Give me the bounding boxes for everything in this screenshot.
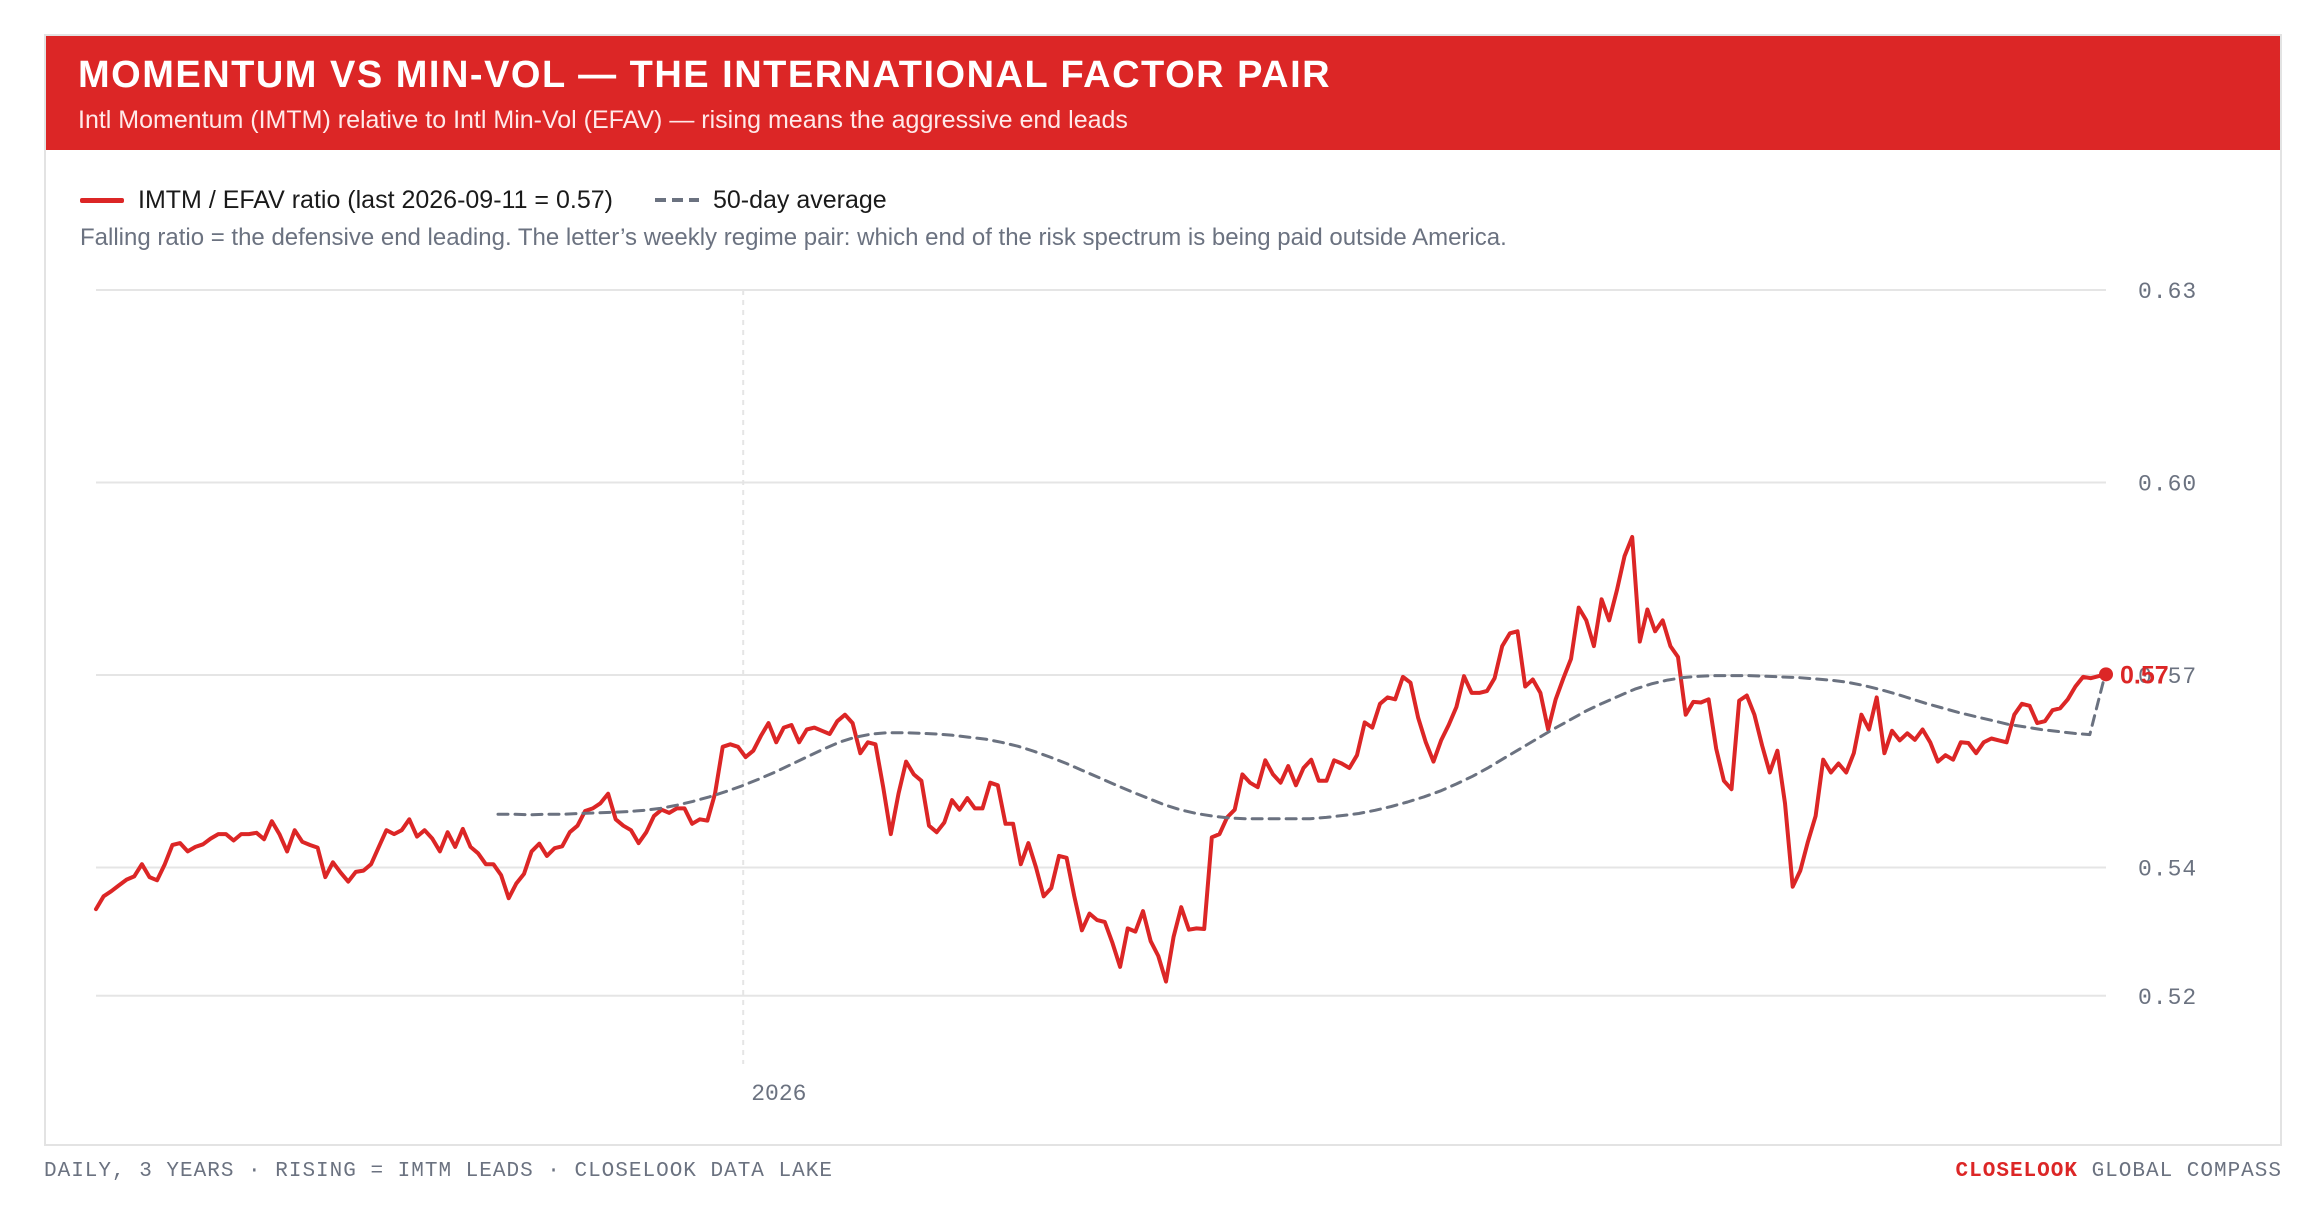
footer-brand-line: CLOSELOOK GLOBAL COMPASS	[1956, 1160, 2282, 1183]
y-tick-label: 0.52	[2138, 985, 2197, 1011]
last-value-label: 0.57	[2120, 661, 2169, 689]
legend-item-average: 50-day average	[654, 185, 887, 215]
average-swatch-icon	[654, 198, 699, 202]
footer-product: GLOBAL COMPASS	[2091, 1160, 2282, 1183]
y-tick-label: 0.54	[2138, 856, 2197, 882]
x-tick-label: 2026	[751, 1081, 806, 1107]
chart-title: MOMENTUM VS MIN-VOL — THE INTERNATIONAL …	[78, 54, 1332, 96]
ratio-series-line	[94, 535, 2108, 984]
chart-subtitle: Intl Momentum (IMTM) relative to Intl Mi…	[78, 106, 1128, 134]
legend: IMTM / EFAV ratio (last 2026-09-11 = 0.5…	[80, 182, 929, 218]
y-tick-label: 0.63	[2138, 279, 2197, 305]
footer-source: DAILY, 3 YEARS · RISING = IMTM LEADS · C…	[44, 1160, 833, 1183]
chart-note: Falling ratio = the defensive end leadin…	[80, 224, 1507, 251]
title-banner: MOMENTUM VS MIN-VOL — THE INTERNATIONAL …	[46, 36, 2280, 150]
footer-brand: CLOSELOOK	[1955, 1160, 2078, 1183]
chart-plot: 0.63 0.60 0.57 0.54 0.52 2026 0.57	[94, 279, 2197, 1107]
last-value-dot	[2099, 667, 2113, 682]
legend-average-label: 50-day average	[712, 185, 887, 214]
y-tick-label: 0.60	[2138, 471, 2197, 497]
chart-card: MOMENTUM VS MIN-VOL — THE INTERNATIONAL …	[44, 34, 2282, 1146]
y-tick-label: 0.57	[2138, 664, 2197, 690]
average-series-line	[496, 669, 2108, 821]
ratio-swatch-icon	[80, 197, 124, 203]
legend-ratio-label: IMTM / EFAV ratio (last 2026-09-11 = 0.5…	[138, 185, 613, 214]
legend-item-ratio: IMTM / EFAV ratio (last 2026-09-11 = 0.5…	[80, 186, 613, 215]
